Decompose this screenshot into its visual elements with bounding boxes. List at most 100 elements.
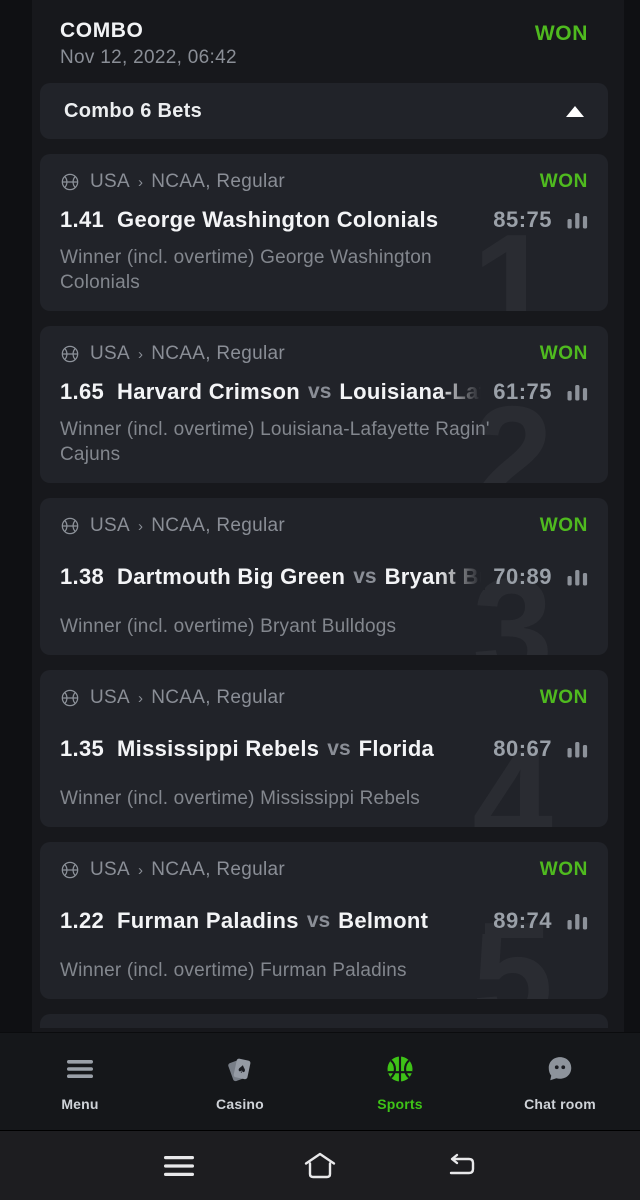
back-button[interactable] [445,1152,477,1180]
bet-card[interactable]: 4 USA › NCAA, Regular WON 1.35 Mississip… [40,670,608,827]
bet-card[interactable]: 5 USA › NCAA, Regular WON 1.22 Furman Pa… [40,842,608,999]
match-score: 89:74 [493,907,552,933]
stats-bars-icon[interactable] [567,739,588,758]
combo-bets-accordion[interactable]: Combo 6 Bets [40,83,608,139]
nav-item-chat-room[interactable]: Chat room [480,1033,640,1130]
league-region: USA [90,171,130,192]
league-competition: NCAA, Regular [151,515,286,536]
team1-name: George Washington Colonials [117,206,439,232]
breadcrumb-arrow-icon: › [137,173,144,191]
bet-card[interactable]: 3 USA › NCAA, Regular WON 1.38 Dartmouth… [40,498,608,655]
leg-status-badge: WON [539,515,588,536]
breadcrumb-arrow-icon: › [137,689,144,707]
odds-value: 1.35 [60,735,105,761]
league-breadcrumb: USA › NCAA, Regular [90,859,285,881]
leg-status-badge: WON [539,859,588,880]
vs-label: vs [353,564,377,588]
match-row: 1.38 Dartmouth Big Green vs Bryant Bulld… [60,563,588,590]
league-region: USA [90,859,130,880]
league-competition: NCAA, Regular [151,687,286,708]
bet-card-header-row: USA › NCAA, Regular WON [60,515,588,537]
nav-label-menu: Menu [61,1096,99,1112]
vs-label: vs [306,908,331,932]
match-teams: Furman Paladins vs Belmont [117,907,486,934]
android-navigation-bar [0,1130,640,1200]
odds-value: 1.65 [60,378,105,404]
match-row: 1.65 Harvard Crimson vs Louisiana-Lafaye… [60,378,588,405]
team1-name: Furman Paladins [117,907,299,933]
collapse-arrow-icon[interactable] [566,105,584,117]
nav-label-chat-room: Chat room [524,1096,596,1112]
league-breadcrumb: USA › NCAA, Regular [90,687,285,709]
sports-basketball-icon [385,1053,415,1085]
team1-name: Harvard Crimson [117,378,301,404]
basketball-outline-icon [60,860,80,880]
nav-item-sports[interactable]: Sports [320,1033,480,1130]
bet-card-header-row: USA › NCAA, Regular WON [60,687,588,709]
league-breadcrumb: USA › NCAA, Regular [90,171,285,193]
leg-status-badge: WON [539,343,588,364]
nav-label-casino: Casino [216,1096,264,1112]
bet-card[interactable]: 2 USA › NCAA, Regular WON 1.65 Harvard C… [40,326,608,483]
league-breadcrumb: USA › NCAA, Regular [90,515,285,537]
match-score: 61:75 [493,378,552,404]
market-description: Winner (incl. overtime) Mississippi Rebe… [60,788,420,810]
breadcrumb-arrow-icon: › [137,861,144,879]
team2-name: Bryant Bulldogs [384,563,486,589]
basketball-outline-icon [60,688,80,708]
nav-label-sports: Sports [377,1096,423,1112]
league-region: USA [90,687,130,708]
leg-status-badge: WON [539,171,588,192]
match-score: 80:67 [493,735,552,761]
combo-header-left: COMBO Nov 12, 2022, 06:42 [60,18,237,69]
match-row: 1.41 George Washington Colonials 85:75 [60,206,588,233]
match-teams: Dartmouth Big Green vs Bryant Bulldogs [117,563,486,590]
home-button[interactable] [303,1151,337,1181]
nav-item-casino[interactable]: ♠ Casino [160,1033,320,1130]
league-breadcrumb: USA › NCAA, Regular [90,343,285,365]
team1-name: Mississippi Rebels [117,735,320,761]
match-score: 85:75 [493,206,552,232]
casino-cards-icon: ♠ [223,1053,257,1085]
chat-bubble-icon [545,1053,575,1085]
team2-name: Belmont [338,907,429,933]
stats-bars-icon[interactable] [567,911,588,930]
market-description: Winner (incl. overtime) George Washingto… [60,246,432,294]
basketball-outline-icon [60,516,80,536]
leg-status-badge: WON [539,687,588,708]
bottom-navigation: Menu ♠ Casino [0,1032,640,1130]
stats-bars-icon[interactable] [567,210,588,229]
match-teams: Harvard Crimson vs Louisiana-Lafayette R… [117,378,486,405]
team1-name: Dartmouth Big Green [117,563,346,589]
odds-value: 1.22 [60,907,105,933]
league-competition: NCAA, Regular [151,859,286,880]
menu-icon [66,1053,94,1085]
bet-card-header-row: USA › NCAA, Regular WON [60,859,588,881]
bet-card-partial [40,1014,608,1028]
combo-header: COMBO Nov 12, 2022, 06:42 WON [32,0,624,83]
breadcrumb-arrow-icon: › [137,345,144,363]
bet-type-title: COMBO [60,19,144,42]
league-competition: NCAA, Regular [151,171,286,192]
stats-bars-icon[interactable] [567,567,588,586]
bet-card[interactable]: 1 USA › NCAA, Regular WON 1.41 George Wa… [40,154,608,311]
match-teams: Mississippi Rebels vs Florida [117,735,486,762]
league-region: USA [90,515,130,536]
accordion-label: Combo 6 Bets [64,99,203,122]
match-row: 1.35 Mississippi Rebels vs Florida 80:67 [60,735,588,762]
nav-item-menu[interactable]: Menu [0,1033,160,1130]
league-region: USA [90,343,130,364]
match-teams: George Washington Colonials [117,206,486,233]
vs-label: vs [327,736,351,760]
odds-value: 1.41 [60,206,105,232]
basketball-outline-icon [60,344,80,364]
market-description: Winner (incl. overtime) Furman Paladins [60,960,407,982]
bet-card-header-row: USA › NCAA, Regular WON [60,343,588,365]
stats-bars-icon[interactable] [567,382,588,401]
bet-card-header-row: USA › NCAA, Regular WON [60,171,588,193]
recents-button[interactable] [163,1153,195,1179]
team2-name: Florida [358,735,435,761]
team2-name: Louisiana-Lafayette Ragin' Cajuns [339,378,486,404]
odds-value: 1.38 [60,563,105,589]
svg-text:♠: ♠ [236,1062,248,1077]
